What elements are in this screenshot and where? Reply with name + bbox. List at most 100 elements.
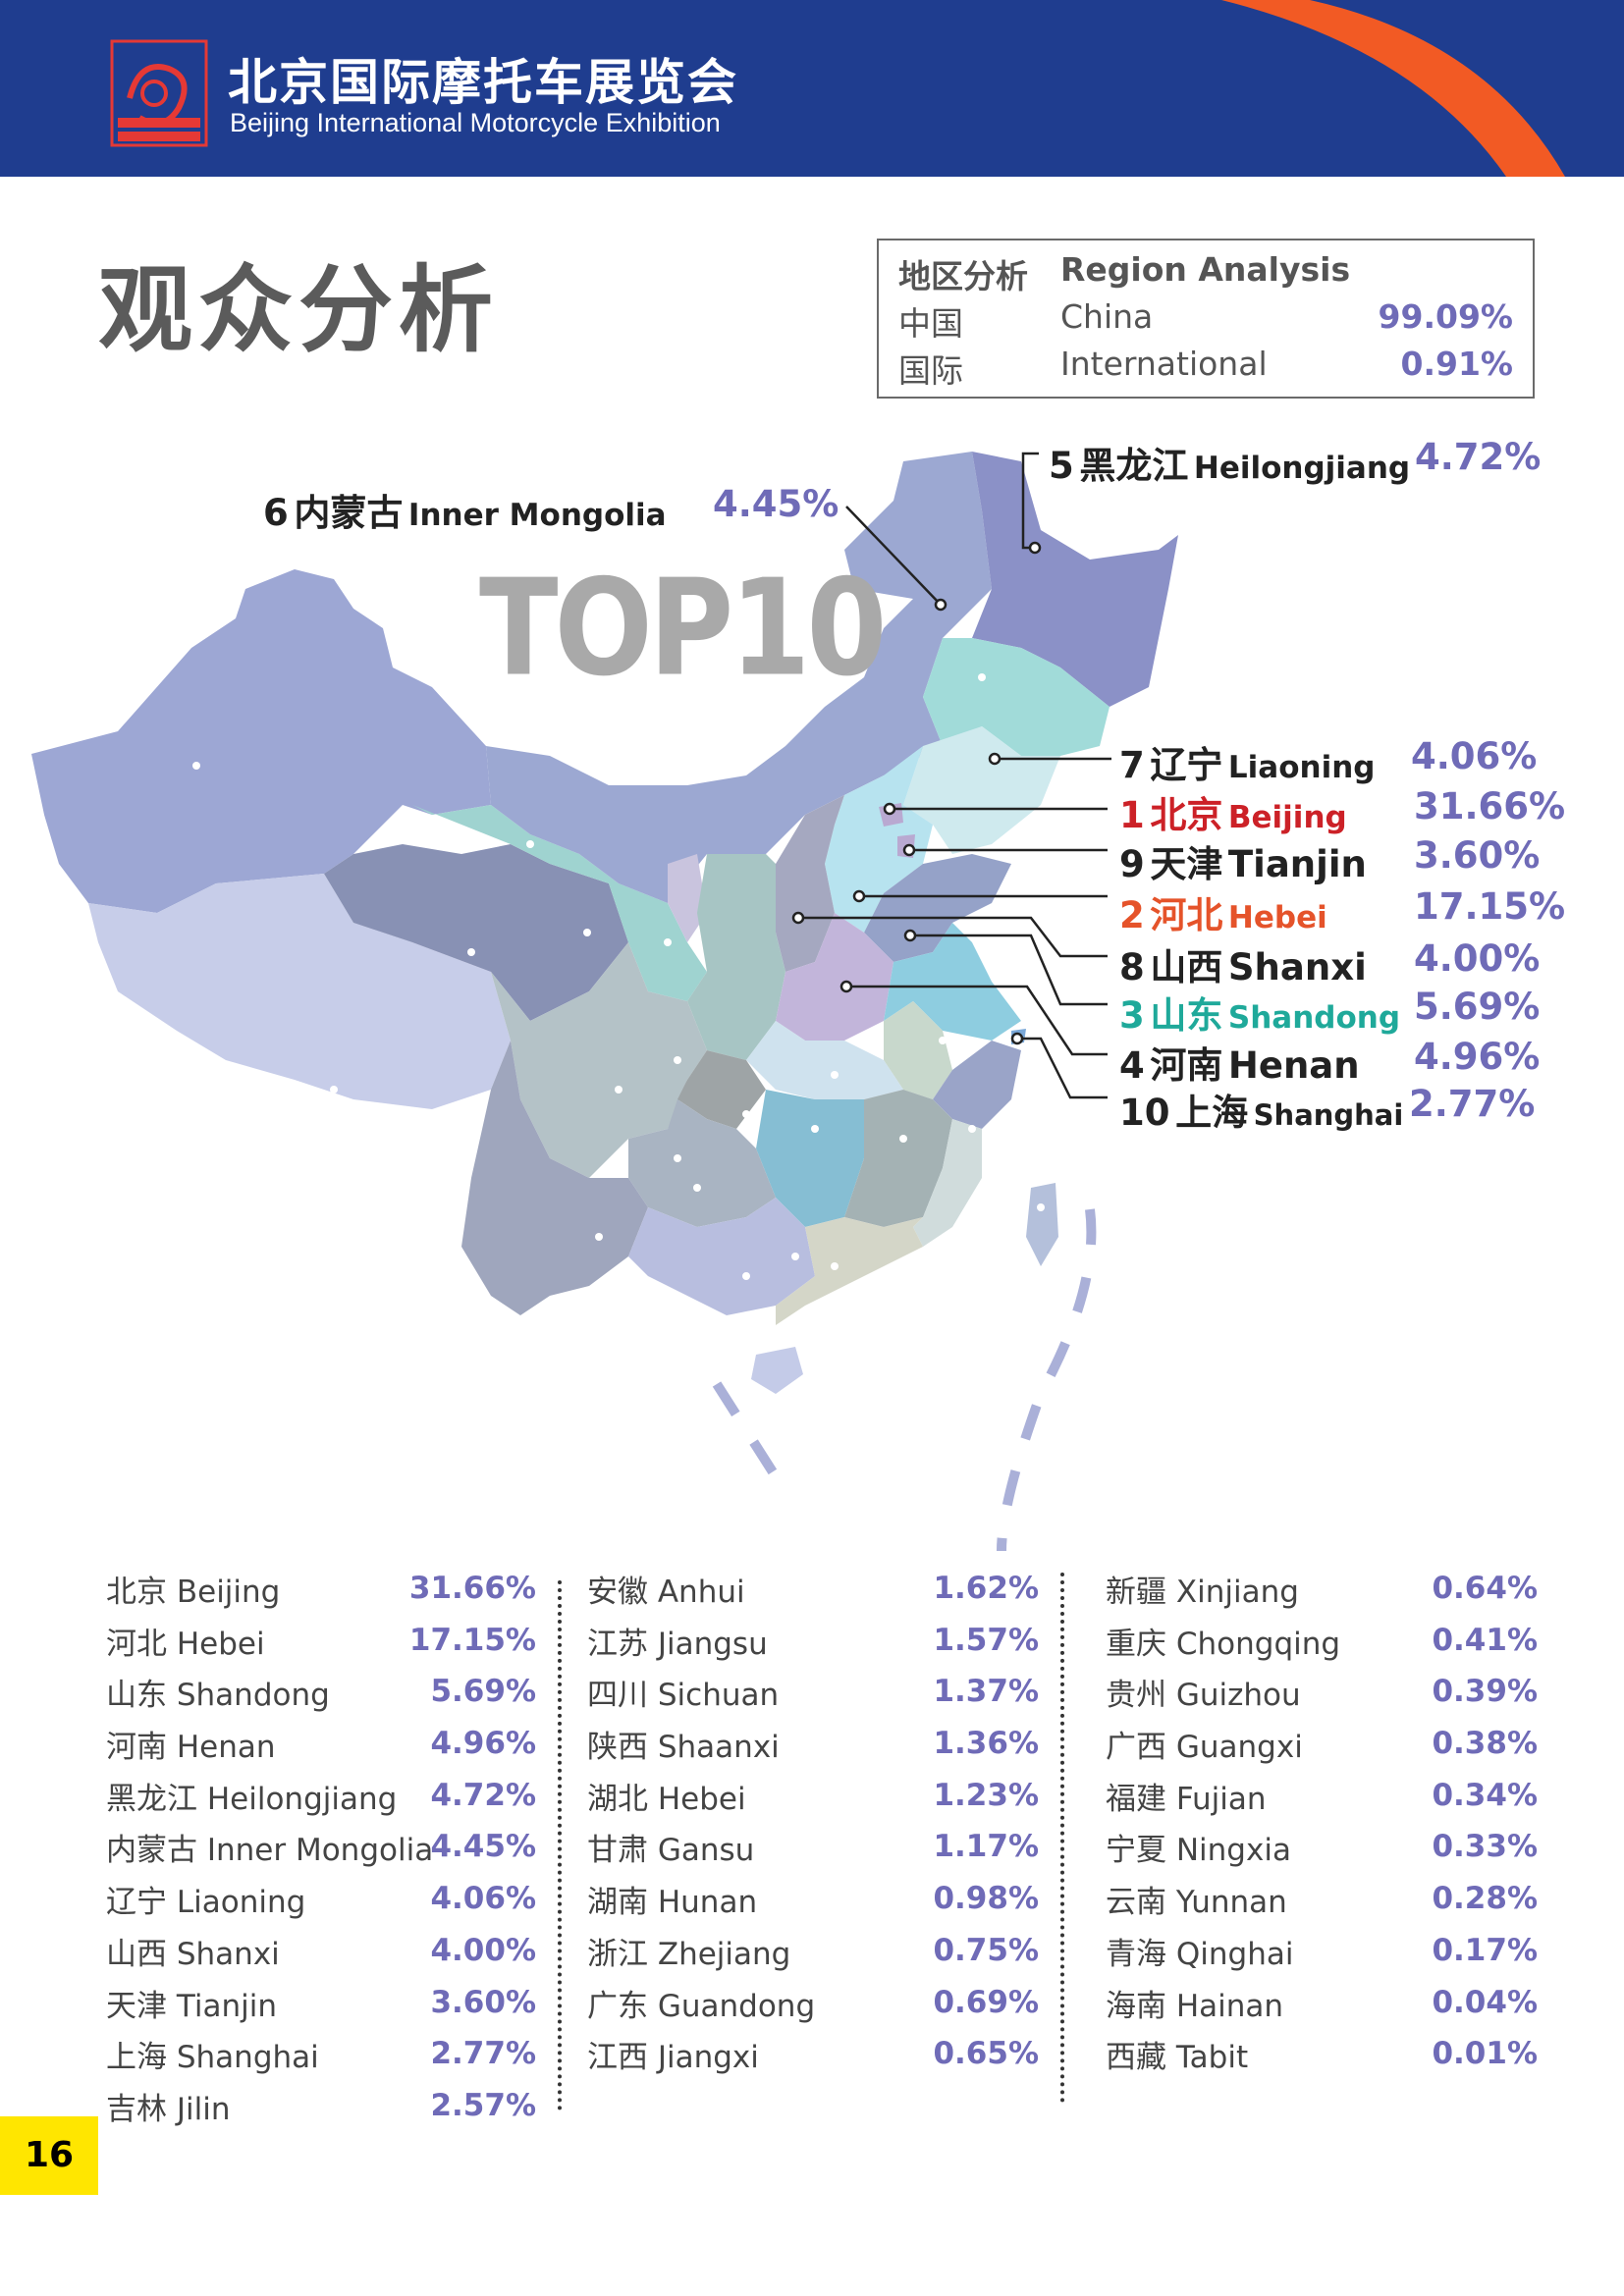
callout-pct: 5.69%: [1414, 986, 1541, 1028]
region-row-pct: 99.09%: [1378, 297, 1513, 336]
province-name: 河南 Henan: [106, 1730, 276, 1766]
province-name: 山西 Shanxi: [106, 1936, 280, 1972]
callout-rank: 5: [1049, 445, 1074, 487]
sea-boundary-dashed-south: [712, 1381, 790, 1495]
province-percentage: 1.57%: [933, 1622, 1039, 1658]
province-percentage: 4.96%: [430, 1726, 536, 1762]
province-xinjiang: [31, 569, 491, 913]
callout-rank: 2: [1119, 894, 1145, 936]
region-row-international: 国际 International 0.91%: [898, 345, 1513, 390]
callout-en: Liaoning: [1227, 750, 1376, 785]
page-header: 北京国际摩托车展览会 Beijing International Motorcy…: [0, 0, 1624, 177]
province-anhui: [884, 1001, 952, 1099]
province-henan: [776, 913, 893, 1041]
callout-rank: 6: [263, 492, 289, 534]
province-percentage: 1.62%: [933, 1571, 1039, 1606]
province-guangdong: [776, 1217, 923, 1325]
region-row-cn: 中国: [898, 304, 963, 343]
callout-rank-1: 1 北京 Beijing 31.66%: [1119, 785, 1565, 838]
callout-rank-2: 2 河北 Hebei 17.15%: [1119, 885, 1565, 938]
province-percentage: 1.23%: [933, 1777, 1039, 1813]
callout-rank-6: 6 内蒙古 Inner Mongolia 4.45%: [263, 483, 839, 536]
province-percentage: 1.37%: [933, 1674, 1039, 1710]
callout-rank-8: 8 山西 Shanxi 4.00%: [1119, 937, 1540, 990]
province-name: 湖北 Hebei: [587, 1781, 746, 1817]
column-divider: [1060, 1573, 1064, 2103]
province-percentage: 0.33%: [1432, 1829, 1538, 1865]
province-jiangxi: [844, 1090, 952, 1227]
table-row: 新疆 Xinjiang 0.64%: [1106, 1567, 1538, 1619]
province-percentage: 0.28%: [1432, 1881, 1538, 1917]
table-row: 江西 Jiangxi 0.65%: [587, 2032, 1039, 2084]
province-name: 辽宁 Liaoning: [106, 1885, 306, 1921]
callout-rank-4: 4 河南 Henan 4.96%: [1119, 1036, 1540, 1089]
callout-rank: 3: [1119, 994, 1145, 1037]
province-percentage: 2.57%: [430, 2087, 536, 2123]
province-name: 浙江 Zhejiang: [587, 1936, 791, 1972]
province-percentage: 0.01%: [1432, 2036, 1538, 2072]
region-row-pct: 0.91%: [1400, 345, 1514, 383]
province-percentage: 4.00%: [430, 1932, 536, 1968]
province-name: 天津 Tianjin: [106, 1988, 277, 2024]
callout-pct: 4.96%: [1414, 1036, 1541, 1078]
callout-cn: 上海: [1175, 1092, 1249, 1134]
table-row: 云南 Yunnan 0.28%: [1106, 1877, 1538, 1929]
top10-label: TOP10: [479, 550, 887, 706]
table-row: 天津 Tianjin 3.60%: [106, 1981, 538, 2033]
header-swoosh-decoration: [1221, 0, 1624, 177]
page-title: 观众分析: [98, 255, 499, 365]
province-guizhou: [628, 1099, 776, 1227]
callout-rank-10: 10 上海 Shanghai 2.77%: [1119, 1083, 1535, 1136]
callout-en: Shanxi: [1227, 946, 1367, 988]
table-row: 辽宁 Liaoning 4.06%: [106, 1877, 538, 1929]
callout-cn: 天津: [1150, 843, 1223, 885]
callout-cn: 内蒙古: [294, 492, 404, 534]
region-row-en: International: [1060, 345, 1268, 383]
callout-en: Shandong: [1227, 1000, 1401, 1036]
province-name: 黑龙江 Heilongjiang: [106, 1781, 398, 1817]
table-row: 贵州 Guizhou 0.39%: [1106, 1670, 1538, 1722]
callout-en: Inner Mongolia: [407, 498, 667, 533]
callout-rank: 4: [1119, 1044, 1145, 1087]
table-row: 江苏 Jiangsu 1.57%: [587, 1619, 1039, 1671]
province-percentage: 31.66%: [408, 1571, 536, 1606]
province-percentage: 0.64%: [1432, 1571, 1538, 1606]
province-name: 陕西 Shaanxi: [587, 1730, 780, 1766]
sea-boundary-dashed: [997, 1208, 1097, 1551]
province-percentage: 2.77%: [430, 2036, 536, 2072]
province-name: 湖南 Hunan: [587, 1885, 758, 1921]
table-row: 安徽 Anhui 1.62%: [587, 1567, 1039, 1619]
province-percentage: 17.15%: [408, 1622, 536, 1658]
province-name: 贵州 Guizhou: [1106, 1678, 1301, 1714]
province-percentage: 0.69%: [933, 1984, 1039, 2020]
table-row: 湖南 Hunan 0.98%: [587, 1877, 1039, 1929]
callout-rank-3: 3 山东 Shandong 5.69%: [1119, 986, 1540, 1039]
province-percentage: 4.45%: [430, 1829, 536, 1865]
province-percentage: 0.41%: [1432, 1622, 1538, 1658]
callout-cn: 山西: [1150, 946, 1223, 988]
province-percentage: 5.69%: [430, 1674, 536, 1710]
callout-en: Heilongjiang: [1193, 451, 1411, 486]
callout-pct: 31.66%: [1414, 785, 1566, 828]
callout-rank-7: 7 辽宁 Liaoning 4.06%: [1119, 735, 1537, 788]
region-head-cn: 地区分析: [898, 257, 1028, 295]
province-gansu: [412, 805, 707, 1001]
province-ningxia: [668, 854, 707, 942]
province-jiangsu: [884, 923, 1021, 1041]
leader-lines: [798, 452, 1111, 1099]
province-sichuan: [491, 942, 707, 1178]
callout-pct: 3.60%: [1414, 834, 1541, 877]
leader-endpoints: [791, 541, 1042, 1045]
province-hainan: [751, 1347, 803, 1394]
province-dots: [192, 673, 1045, 1280]
province-qinghai: [324, 844, 628, 1021]
province-name: 海南 Hainan: [1106, 1988, 1284, 2024]
table-row: 宁夏 Ningxia 0.33%: [1106, 1825, 1538, 1877]
callout-cn: 北京: [1150, 794, 1223, 836]
table-row: 西藏 Tabit 0.01%: [1106, 2032, 1538, 2084]
callout-cn: 河北: [1150, 894, 1223, 936]
table-row: 吉林 Jilin 2.57%: [106, 2084, 538, 2136]
province-name: 四川 Sichuan: [587, 1678, 780, 1714]
province-tibet: [88, 874, 511, 1109]
province-name: 甘肃 Gansu: [587, 1833, 755, 1869]
